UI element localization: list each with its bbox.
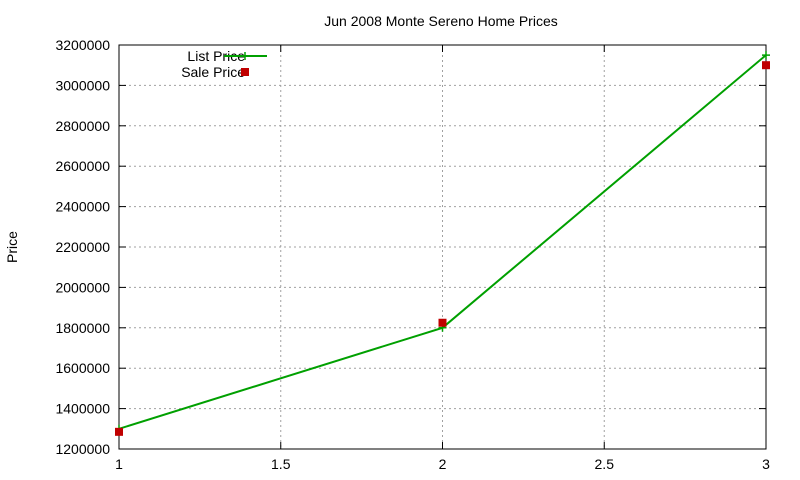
x-tick-label: 1 [115, 456, 123, 472]
y-tick-label: 2000000 [55, 279, 110, 295]
y-tick-label: 3000000 [55, 77, 110, 93]
y-tick-label: 2400000 [55, 199, 110, 215]
sale-price-point [115, 427, 123, 436]
y-tick-label: 1800000 [55, 320, 110, 336]
list-price-point [762, 51, 770, 60]
ticks: 1200000 1400000 1600000 1800000 2000000 22000… [55, 37, 770, 472]
x-tick-label: 2.5 [595, 456, 615, 472]
legend-marker-sale-price [241, 68, 249, 76]
y-tick-label: 1600000 [55, 360, 110, 376]
x-tick-label: 2 [439, 456, 447, 472]
y-tick-label: 2600000 [55, 158, 110, 174]
y-tick-label: 3200000 [55, 37, 110, 53]
sale-price-point [438, 318, 447, 327]
sale-price-point [762, 61, 770, 70]
x-tick-label: 3 [762, 456, 770, 472]
y-axis-label: Price [4, 231, 20, 263]
legend-marker-list-price [241, 52, 249, 60]
chart-title: Jun 2008 Monte Sereno Home Prices [324, 13, 557, 29]
series [115, 51, 770, 436]
y-tick-label: 1200000 [55, 441, 110, 457]
legend-label-list-price: List Price [187, 48, 245, 64]
y-tick-label: 2200000 [55, 239, 110, 255]
y-tick-label: 1400000 [55, 401, 110, 417]
legend-label-sale-price: Sale Price [181, 64, 245, 80]
x-tick-label: 1.5 [271, 456, 291, 472]
y-tick-label: 2800000 [55, 118, 110, 134]
grid [119, 45, 766, 449]
